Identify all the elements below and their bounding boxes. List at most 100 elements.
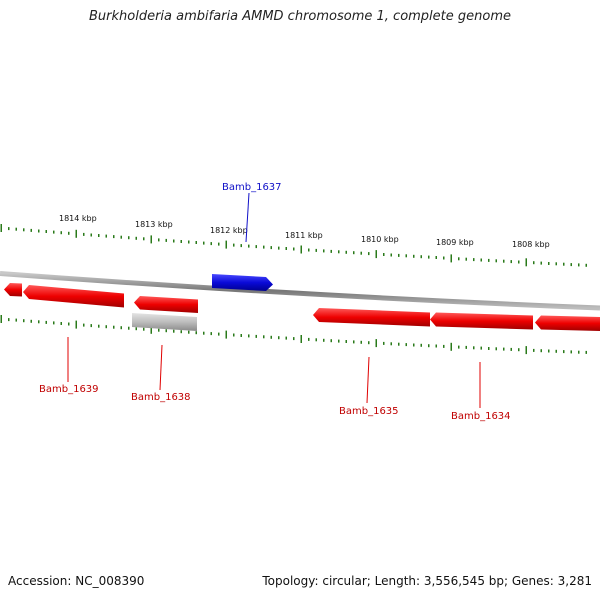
scale-tick <box>53 321 55 325</box>
scale-tick <box>510 260 512 264</box>
scale-tick <box>150 235 152 244</box>
scale-tick <box>143 237 145 241</box>
scale-tick <box>488 347 490 350</box>
scale-tick <box>15 318 17 322</box>
scale-tick <box>563 350 565 354</box>
scale-tick <box>308 248 310 252</box>
scale-tick <box>315 338 317 342</box>
tick-label-1808: 1808 kbp <box>512 240 550 249</box>
gene-left-fragment[interactable] <box>4 283 22 297</box>
scale-tick <box>555 349 557 353</box>
scale-tick <box>368 252 370 256</box>
scale-tick <box>135 327 137 331</box>
scale-tick <box>173 329 175 333</box>
scale-tick <box>210 332 212 336</box>
scale-tick <box>443 256 445 260</box>
scale-tick <box>0 315 2 323</box>
scale-tick <box>293 337 295 341</box>
scale-tick <box>188 240 190 244</box>
tick-label-1813: 1813 kbp <box>135 220 173 229</box>
scale-tick <box>375 250 377 259</box>
chromosome-backbone <box>0 271 600 311</box>
scale-tick <box>345 340 347 343</box>
gene-label-bamb-1637[interactable]: Bamb_1637 <box>222 182 282 193</box>
scale-tick <box>585 350 587 354</box>
scale-tick <box>383 253 385 256</box>
scale-tick <box>278 336 280 340</box>
scale-tick <box>0 224 2 232</box>
scale-tick <box>75 320 77 329</box>
gene-label-bamb-1639[interactable]: Bamb_1639 <box>39 384 99 395</box>
scale-tick <box>248 334 250 338</box>
scale-tick <box>233 333 235 337</box>
scale-tick <box>263 335 265 339</box>
scale-tick <box>413 254 415 258</box>
scale-tick <box>458 257 460 261</box>
scale-tick <box>240 334 242 337</box>
scale-tick <box>578 263 580 267</box>
gene-bamb-1636-pseudo[interactable] <box>132 313 197 331</box>
scale-tick <box>563 262 565 266</box>
gene-bamb-1638[interactable] <box>134 296 198 313</box>
scale-tick <box>368 341 370 345</box>
scale-tick <box>503 259 505 263</box>
scale-tick <box>338 339 340 343</box>
scale-tick <box>150 325 152 334</box>
scale-tick <box>255 334 257 338</box>
scale-tick <box>68 231 70 235</box>
scale-tick <box>165 329 167 333</box>
scale-tick <box>120 326 122 330</box>
scale-tick <box>53 230 55 234</box>
scale-tick <box>120 235 122 239</box>
leader-bamb-1637 <box>245 192 250 243</box>
scale-tick <box>390 342 392 346</box>
scale-tick <box>465 257 467 261</box>
gene-label-bamb-1638[interactable]: Bamb_1638 <box>131 392 191 403</box>
scale-tick <box>180 330 182 334</box>
scale-tick <box>135 236 137 240</box>
scale-tick <box>38 320 40 324</box>
scale-tick <box>83 232 85 236</box>
scale-tick <box>285 247 287 250</box>
scale-tick <box>315 248 317 252</box>
scale-tick <box>323 338 325 342</box>
scale-tick <box>510 347 512 351</box>
scale-tick <box>158 238 160 242</box>
scale-tick <box>203 241 205 245</box>
scale-tick <box>203 331 205 335</box>
gene-bamb-1639[interactable] <box>23 285 124 308</box>
scale-tick <box>255 245 257 249</box>
scale-tick <box>270 335 272 339</box>
scale-tick <box>398 342 400 346</box>
scale-tick <box>353 340 355 344</box>
gene-right-fragment[interactable] <box>535 315 600 332</box>
tick-label-1812: 1812 kbp <box>210 226 248 235</box>
scale-tick <box>90 324 92 328</box>
leader-bamb-1635 <box>366 356 370 404</box>
scale-tick <box>533 348 535 352</box>
scale-tick <box>435 344 437 348</box>
gene-label-bamb-1634[interactable]: Bamb_1634 <box>451 411 511 422</box>
gene-bamb-1635[interactable] <box>313 308 430 327</box>
gene-label-bamb-1635[interactable]: Bamb_1635 <box>339 406 399 417</box>
scale-tick <box>173 239 175 243</box>
scale-tick <box>450 342 452 351</box>
gene-bamb-1634[interactable] <box>430 312 533 330</box>
scale-tick <box>338 250 340 254</box>
scale-tick <box>548 262 550 265</box>
scale-tick <box>420 343 422 347</box>
leader-bamb-1638 <box>159 344 163 391</box>
scale-tick <box>195 241 197 244</box>
scale-tick <box>195 331 197 335</box>
scale-tick <box>578 350 580 354</box>
scale-tick <box>428 255 430 259</box>
scale-tick <box>83 323 85 327</box>
outer-scale-ticks <box>0 224 587 267</box>
scale-tick <box>383 341 385 345</box>
gene-bamb-1637[interactable] <box>212 274 273 291</box>
scale-tick <box>525 346 527 355</box>
scale-tick <box>465 345 467 349</box>
scale-tick <box>518 348 520 352</box>
scale-tick <box>90 233 92 237</box>
scale-tick <box>180 240 182 243</box>
